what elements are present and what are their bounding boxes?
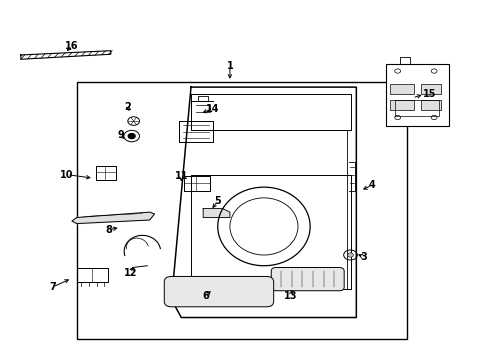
- Text: 14: 14: [206, 104, 219, 113]
- Text: 3: 3: [360, 252, 366, 262]
- Text: 1: 1: [226, 61, 233, 71]
- Text: 5: 5: [214, 197, 221, 206]
- Bar: [77, 82, 407, 339]
- Bar: [420, 84, 440, 94]
- Text: 11: 11: [174, 171, 188, 181]
- Text: 16: 16: [65, 41, 79, 51]
- FancyBboxPatch shape: [164, 276, 273, 307]
- Polygon shape: [203, 208, 229, 217]
- Text: 4: 4: [368, 180, 374, 190]
- Bar: [389, 84, 413, 94]
- Bar: [385, 64, 448, 126]
- Text: 8: 8: [105, 225, 112, 235]
- Bar: [389, 100, 413, 111]
- FancyBboxPatch shape: [271, 267, 344, 291]
- Bar: [420, 100, 440, 111]
- Text: 13: 13: [284, 291, 297, 301]
- Text: 2: 2: [124, 102, 131, 112]
- Text: 15: 15: [422, 89, 435, 99]
- Text: 9: 9: [117, 130, 123, 140]
- Text: 12: 12: [123, 268, 137, 278]
- Text: 6: 6: [202, 291, 208, 301]
- Circle shape: [347, 253, 353, 257]
- Circle shape: [128, 134, 135, 139]
- Text: 7: 7: [49, 282, 56, 292]
- Text: 10: 10: [60, 170, 74, 180]
- Polygon shape: [21, 51, 111, 59]
- Polygon shape: [72, 212, 154, 224]
